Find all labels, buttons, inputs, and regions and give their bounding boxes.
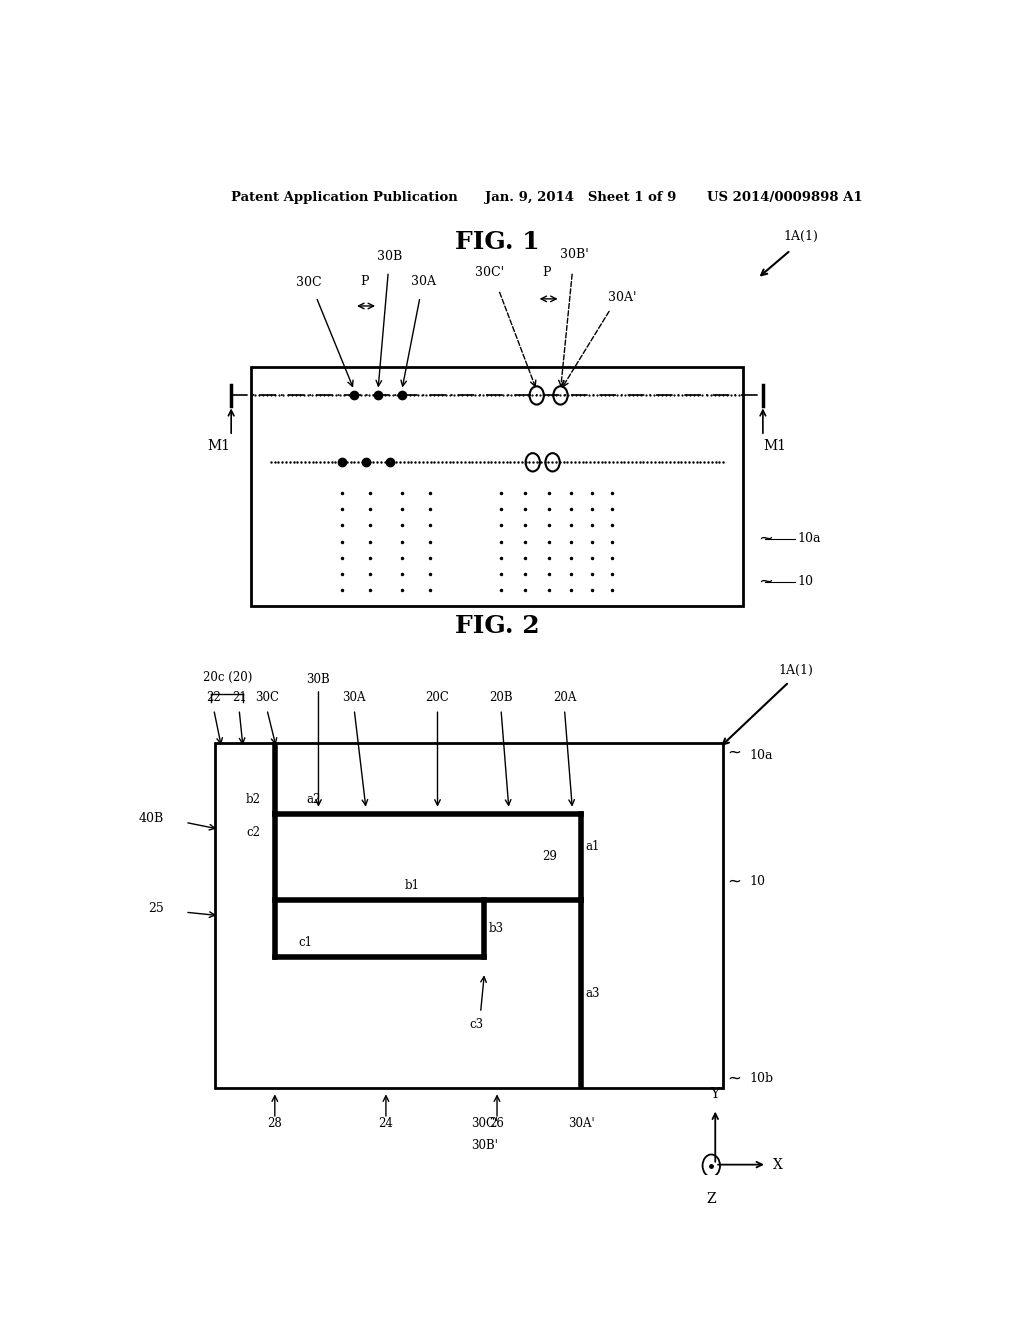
- Text: M1: M1: [208, 440, 230, 453]
- Text: c1: c1: [299, 936, 312, 949]
- Text: 30A': 30A': [608, 290, 637, 304]
- Text: 20c (20): 20c (20): [203, 671, 252, 684]
- Text: 30A: 30A: [342, 692, 366, 704]
- Text: FIG. 1: FIG. 1: [455, 230, 540, 253]
- Text: 20B: 20B: [489, 692, 513, 704]
- Text: 30A': 30A': [567, 1117, 594, 1130]
- Text: ~: ~: [758, 573, 773, 591]
- Text: 20C: 20C: [426, 692, 450, 704]
- Text: a2: a2: [306, 792, 321, 805]
- Text: FIG. 2: FIG. 2: [455, 614, 540, 638]
- Text: 22: 22: [206, 692, 221, 704]
- Text: 26: 26: [489, 1117, 505, 1130]
- Text: 21: 21: [231, 692, 247, 704]
- Text: 40B: 40B: [138, 812, 164, 825]
- Text: 28: 28: [267, 1117, 283, 1130]
- Text: P: P: [360, 275, 369, 288]
- Text: Jan. 9, 2014   Sheet 1 of 9: Jan. 9, 2014 Sheet 1 of 9: [485, 190, 677, 203]
- Text: P: P: [543, 265, 551, 279]
- Bar: [215, 743, 723, 1089]
- Text: a3: a3: [585, 987, 599, 999]
- Text: ~: ~: [758, 529, 773, 548]
- Text: b3: b3: [488, 923, 504, 935]
- Text: M1: M1: [763, 440, 786, 453]
- Text: 10: 10: [750, 875, 765, 887]
- Text: 30A: 30A: [411, 275, 436, 288]
- Text: 10b: 10b: [750, 1072, 773, 1085]
- Text: 30C: 30C: [255, 692, 279, 704]
- Text: a1: a1: [585, 841, 599, 853]
- Text: Y: Y: [711, 1086, 720, 1101]
- Text: Z: Z: [707, 1192, 716, 1206]
- Text: 1A(1): 1A(1): [783, 230, 818, 243]
- Text: c2: c2: [247, 826, 260, 840]
- Text: 30B: 30B: [306, 673, 331, 686]
- Text: ~: ~: [727, 744, 741, 762]
- Text: c3: c3: [469, 1018, 483, 1031]
- Text: 10a: 10a: [750, 748, 773, 762]
- Text: 20A: 20A: [553, 692, 577, 704]
- Text: 30C': 30C': [471, 1117, 498, 1130]
- Text: X: X: [773, 1158, 783, 1172]
- Text: ~: ~: [727, 1069, 741, 1088]
- Text: b1: b1: [404, 879, 420, 892]
- Text: 30C': 30C': [474, 265, 504, 279]
- Text: 30B': 30B': [471, 1139, 498, 1152]
- Text: 1A(1): 1A(1): [778, 664, 814, 677]
- Text: 25: 25: [147, 902, 164, 915]
- Text: b2: b2: [246, 792, 260, 805]
- Text: 30C: 30C: [296, 276, 322, 289]
- Text: ~: ~: [727, 873, 741, 890]
- Text: Patent Application Publication: Patent Application Publication: [231, 190, 458, 203]
- Text: 10: 10: [797, 576, 813, 589]
- Text: 30B': 30B': [560, 248, 589, 261]
- Text: 30B: 30B: [377, 251, 402, 263]
- Bar: [251, 367, 743, 606]
- Text: 24: 24: [379, 1117, 393, 1130]
- Text: 29: 29: [543, 850, 557, 863]
- Text: 10a: 10a: [797, 532, 820, 545]
- Text: US 2014/0009898 A1: US 2014/0009898 A1: [708, 190, 863, 203]
